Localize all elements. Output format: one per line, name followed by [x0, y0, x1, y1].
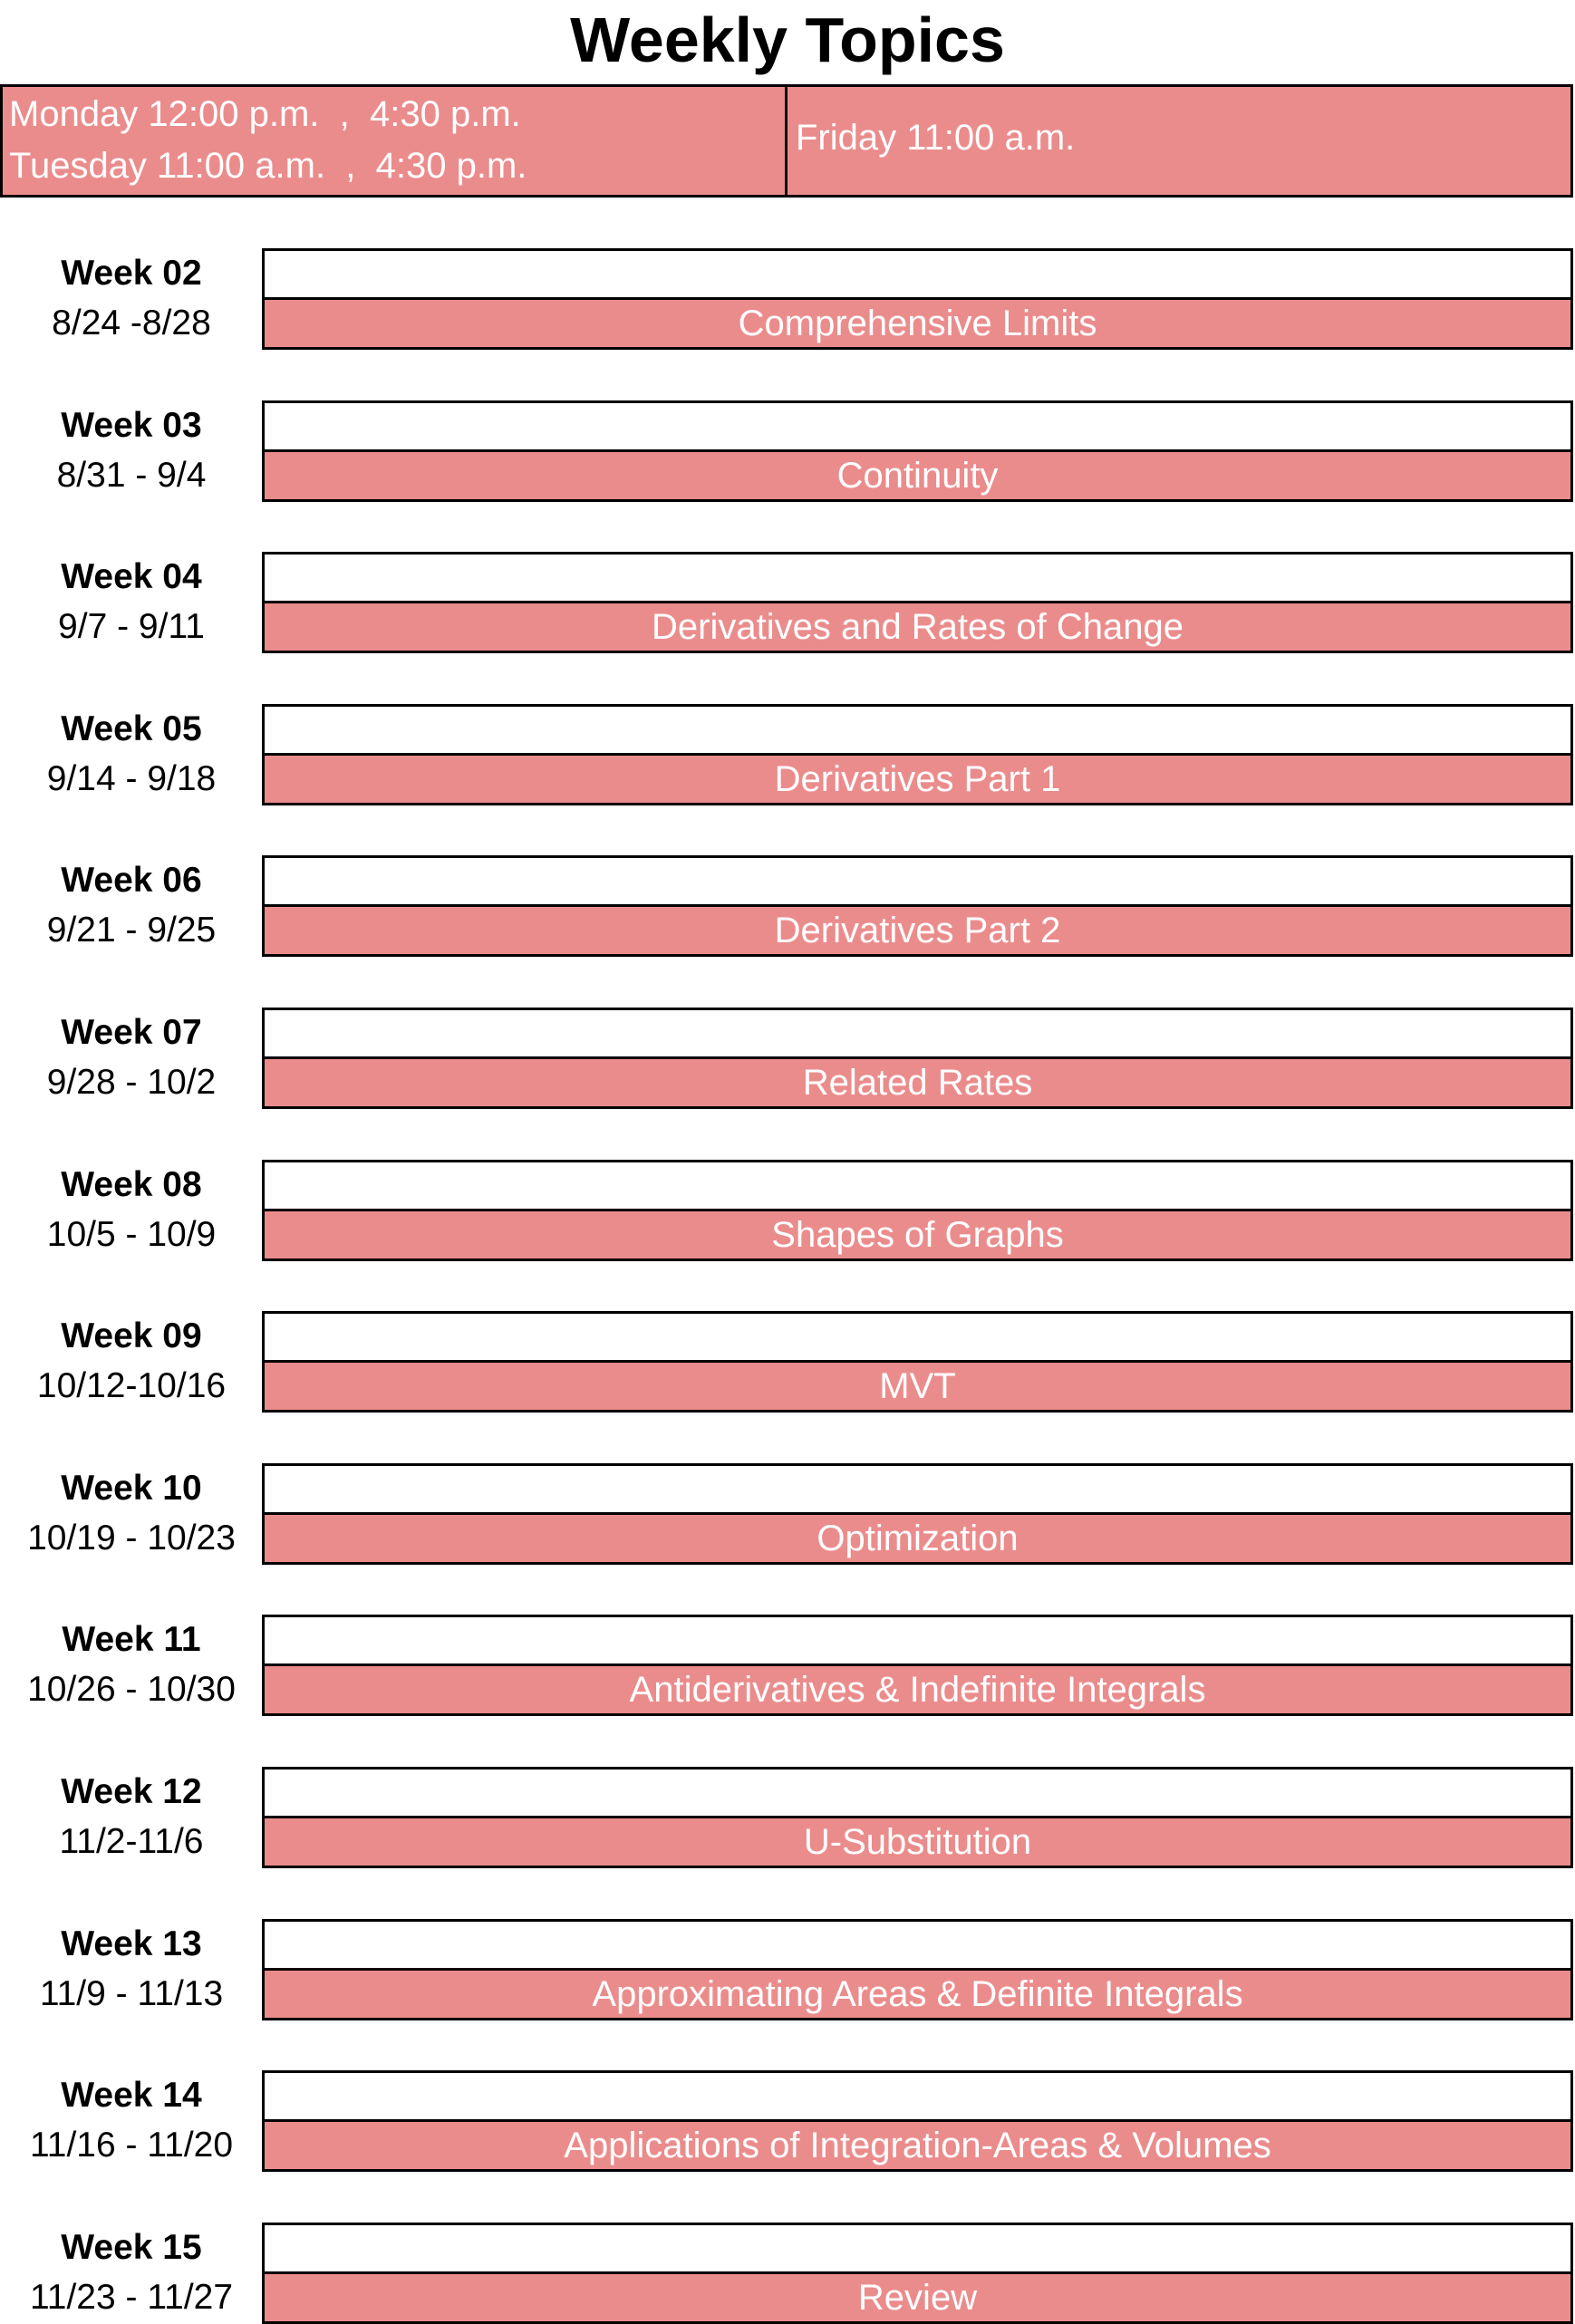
- week-dates: 11/2-11/6: [59, 1822, 204, 1861]
- week-dates: 10/12-10/16: [36, 1366, 227, 1406]
- week-dates: 9/14 - 9/18: [46, 758, 217, 798]
- schedule-line: Friday 11:00 a.m.: [796, 118, 1076, 158]
- topic: Approximating Areas & Definite Integrals: [262, 1967, 1573, 2020]
- week-dates: 9/21 - 9/25: [46, 911, 217, 950]
- topic: Antiderivatives & Indefinite Integrals: [262, 1663, 1573, 1717]
- week-label: Week 15: [61, 2227, 202, 2267]
- topic: Continuity: [262, 448, 1573, 502]
- week-label: Week 05: [61, 709, 202, 748]
- blank-row: [262, 1159, 1573, 1211]
- week-label: Week 08: [61, 1164, 202, 1204]
- schedule-line: Monday 12:00 p.m. , 4:30 p.m.: [9, 94, 521, 134]
- week-dates: 10/5 - 10/9: [46, 1214, 217, 1254]
- topic: U-Substitution: [262, 1816, 1573, 1868]
- week-dates: 11/23 - 11/27: [29, 2277, 234, 2317]
- title: Weekly Topics: [570, 5, 1005, 75]
- blank-row: [262, 552, 1573, 604]
- blank-row: [262, 1462, 1573, 1515]
- topic: Derivatives Part 1: [262, 752, 1573, 805]
- blank-row: [262, 1008, 1573, 1059]
- topic: Derivatives and Rates of Change: [262, 601, 1573, 654]
- week-label: Week 09: [61, 1316, 202, 1356]
- topic: Comprehensive Limits: [262, 297, 1573, 350]
- week-label: Week 14: [61, 2076, 202, 2116]
- topic: Optimization: [262, 1511, 1573, 1565]
- topic: Review: [262, 2271, 1573, 2324]
- week-dates: 8/24 -8/28: [52, 304, 211, 342]
- week-dates: 10/26 - 10/30: [27, 1670, 236, 1710]
- week-dates: 10/19 - 10/23: [27, 1518, 236, 1557]
- blank-row: [262, 703, 1573, 756]
- blank-row: [262, 1615, 1573, 1667]
- topic: Shapes of Graphs: [262, 1208, 1573, 1261]
- week-label: Week 10: [61, 1468, 202, 1508]
- week-label: Week 06: [61, 861, 202, 901]
- week-label: Week 12: [61, 1772, 202, 1811]
- week-dates: 9/28 - 10/2: [46, 1063, 217, 1102]
- blank-row: [262, 400, 1573, 452]
- schedule-line: Tuesday 11:00 a.m. , 4:30 p.m.: [9, 146, 527, 186]
- blank-row: [262, 1311, 1573, 1364]
- blank-row: [262, 248, 1573, 300]
- week-dates: 9/7 - 9/11: [58, 607, 205, 647]
- week-label: Week 13: [61, 1924, 202, 1963]
- topic: Related Rates: [262, 1056, 1573, 1109]
- topic: Derivatives Part 2: [262, 904, 1573, 958]
- week-label: Week 04: [61, 557, 202, 597]
- blank-row: [262, 1767, 1573, 1818]
- blank-row: [262, 1918, 1573, 1971]
- week-label: Week 02: [61, 254, 202, 293]
- blank-row: [262, 2070, 1573, 2123]
- week-dates: 8/31 - 9/4: [56, 455, 207, 495]
- blank-row: [262, 2222, 1573, 2274]
- week-dates: 11/16 - 11/20: [29, 2126, 234, 2165]
- divider: [785, 84, 788, 198]
- topic: MVT: [262, 1360, 1573, 1413]
- week-label: Week 11: [62, 1620, 201, 1660]
- blank-row: [262, 855, 1573, 908]
- week-dates: 11/9 - 11/13: [39, 1973, 224, 2013]
- week-label: Week 03: [61, 405, 202, 445]
- week-label: Week 07: [61, 1013, 202, 1052]
- topic: Applications of Integration-Areas & Volu…: [262, 2119, 1573, 2173]
